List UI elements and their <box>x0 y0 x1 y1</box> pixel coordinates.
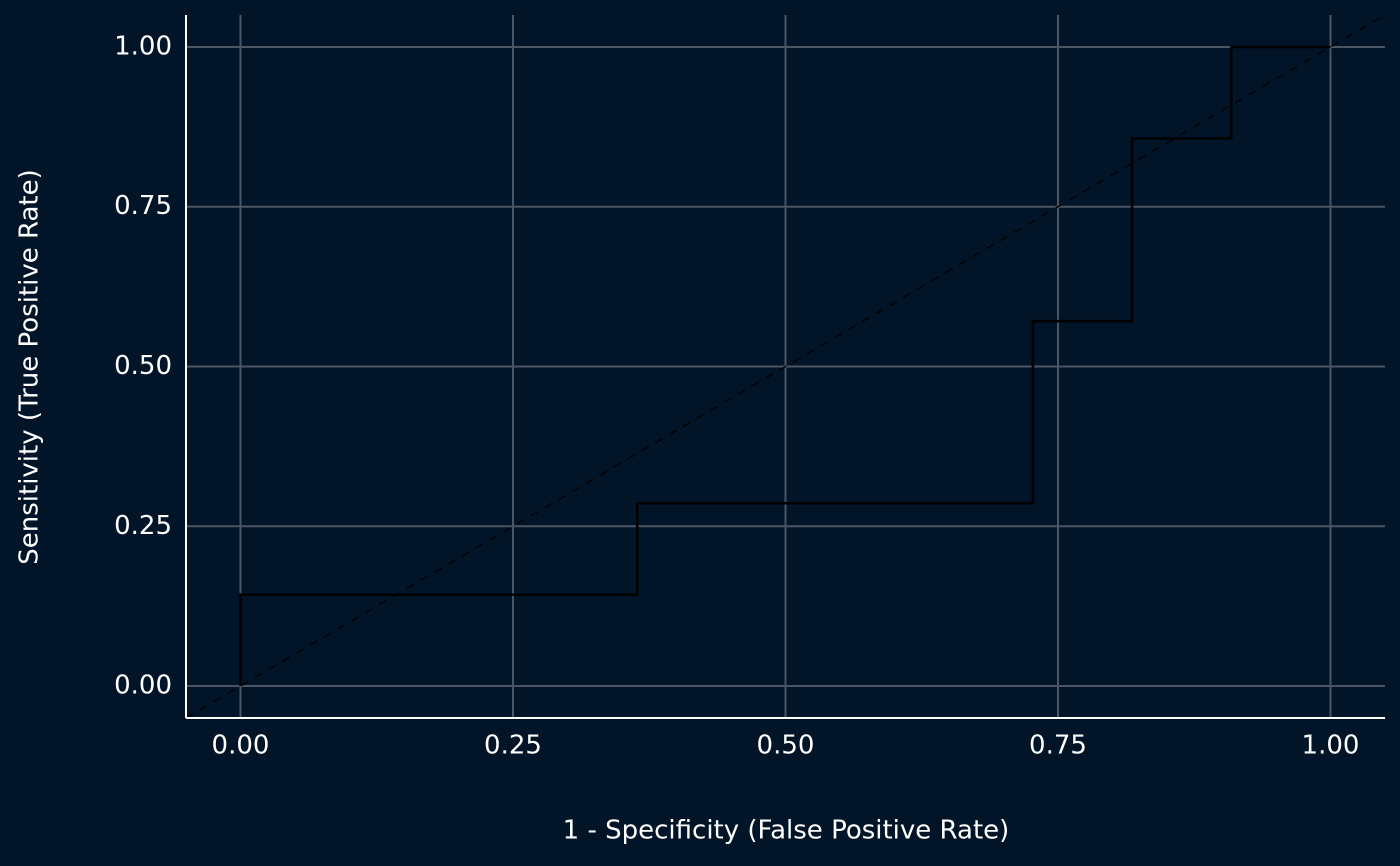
x-tick-label: 0.75 <box>1029 731 1087 761</box>
x-tick-label: 0.25 <box>484 731 542 761</box>
y-tick-label: 1.00 <box>114 31 172 61</box>
roc-curve <box>239 45 1331 687</box>
x-axis-title: 1 - Specificity (False Positive Rate) <box>563 816 1010 846</box>
x-tick-label: 0.50 <box>757 731 815 761</box>
reference-diagonal <box>185 14 1386 719</box>
y-tick-label: 0.75 <box>114 191 172 221</box>
x-tick-label: 1.00 <box>1302 731 1360 761</box>
y-tick-label: 0.50 <box>114 351 172 381</box>
y-tick-label: 0.25 <box>114 511 172 541</box>
y-tick-label: 0.00 <box>114 671 172 701</box>
x-tick-label: 0.00 <box>212 731 270 761</box>
y-axis-title: Sensitivity (True Positive Rate) <box>15 169 45 565</box>
